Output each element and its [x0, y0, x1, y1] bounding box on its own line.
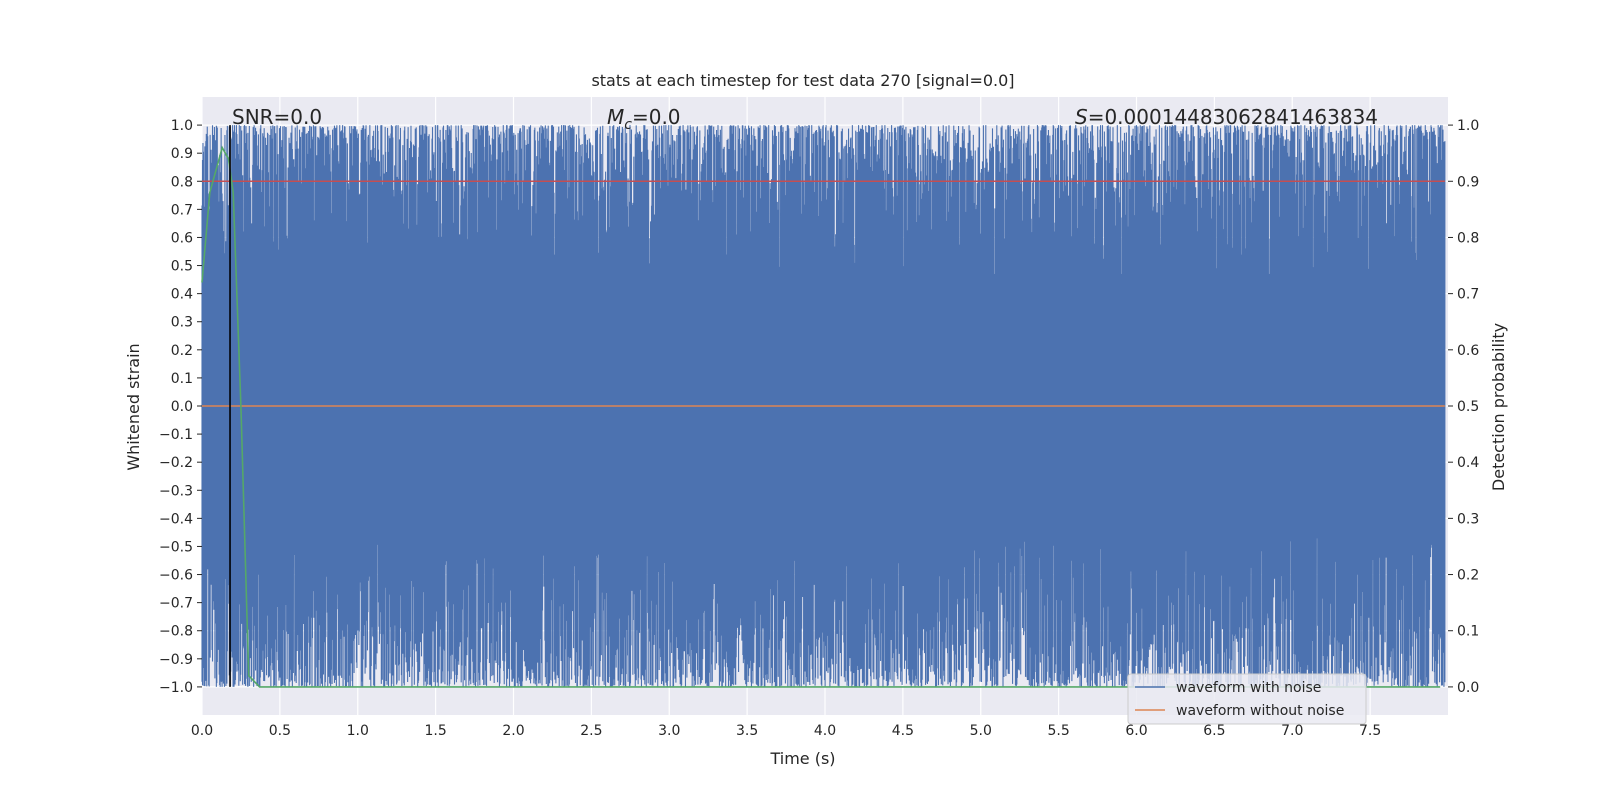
y-left-tick-label: 0.9: [171, 146, 193, 162]
y-left-tick-label: −0.8: [159, 624, 193, 640]
series-waveform-with-noise: [201, 125, 1446, 687]
x-tick-label: 1.0: [347, 723, 369, 739]
y-left-tick-label: −0.6: [159, 568, 193, 584]
x-tick-label: 4.5: [892, 723, 914, 739]
chirp-mass-annotation: Mc=0.0: [607, 105, 681, 133]
y-right-tick-label: 0.5: [1457, 399, 1479, 415]
y-right-tick-label: 0.1: [1457, 624, 1479, 640]
y-left-tick-label: −0.9: [159, 652, 193, 668]
x-tick-label: 3.5: [736, 723, 758, 739]
y-right-axis-ticks: 1.0 0.9 0.8 0.7 0.6 0.5 0.4 0.3 0.2 0.1 0.0: [1448, 118, 1479, 696]
x-tick-label: 4.0: [814, 723, 836, 739]
legend-label-without-noise: waveform without noise: [1176, 703, 1344, 719]
y-left-axis-label: Whitened strain: [124, 343, 143, 470]
legend: waveform with noise waveform without noi…: [1127, 673, 1367, 725]
legend-box: [1127, 673, 1367, 725]
s-annotation: S=0.00014483062841463834: [1075, 105, 1378, 129]
mc-subscript: c: [624, 117, 632, 133]
x-tick-label: 2.5: [580, 723, 602, 739]
x-tick-label: 0.0: [191, 723, 213, 739]
y-left-tick-label: 0.8: [171, 174, 193, 190]
x-tick-label: 5.0: [970, 723, 992, 739]
x-axis-ticks: 0.0 0.5 1.0 1.5 2.0 2.5 3.0 3.5 4.0 4.5 5.0 5.5 6.0 6…: [191, 723, 1381, 739]
chart-title: stats at each timestep for test data 270…: [591, 71, 1014, 90]
y-right-tick-label: 0.3: [1457, 511, 1479, 527]
y-left-tick-label: 0.0: [171, 399, 193, 415]
x-tick-label: 0.5: [269, 723, 291, 739]
x-tick-label: 5.5: [1047, 723, 1069, 739]
y-left-tick-label: −0.2: [159, 455, 193, 471]
y-right-tick-label: 0.0: [1457, 680, 1479, 696]
y-left-tick-label: 0.7: [171, 202, 193, 218]
x-tick-label: 2.0: [502, 723, 524, 739]
y-right-axis-label: Detection probability: [1489, 323, 1508, 491]
legend-label-with-noise: waveform with noise: [1176, 680, 1321, 696]
y-right-tick-label: 0.6: [1457, 343, 1479, 359]
x-tick-label: 6.0: [1125, 723, 1147, 739]
y-left-tick-label: −0.7: [159, 596, 193, 612]
y-right-tick-label: 0.4: [1457, 455, 1479, 471]
s-symbol: S: [1075, 105, 1088, 129]
x-tick-label: 3.0: [658, 723, 680, 739]
y-right-tick-label: 0.7: [1457, 287, 1479, 303]
snr-annotation: SNR=0.0: [232, 105, 322, 129]
y-left-tick-label: 0.3: [171, 315, 193, 331]
s-value: =0.00014483062841463834: [1088, 105, 1378, 129]
y-left-tick-label: −0.5: [159, 539, 193, 555]
y-left-tick-label: −0.4: [159, 511, 193, 527]
y-right-tick-label: 0.8: [1457, 230, 1479, 246]
y-right-tick-label: 1.0: [1457, 118, 1479, 134]
y-left-tick-label: 0.5: [171, 259, 193, 275]
x-tick-label: 7.0: [1281, 723, 1303, 739]
y-right-tick-label: 0.9: [1457, 174, 1479, 190]
x-tick-label: 1.5: [424, 723, 446, 739]
x-tick-label: 7.5: [1359, 723, 1381, 739]
y-left-tick-label: 0.1: [171, 371, 193, 387]
y-left-tick-label: 1.0: [171, 118, 193, 134]
y-left-axis-ticks: 1.0 0.9 0.8 0.7 0.6 0.5 0.4 0.3 0.2 0.1 0.0 −0.1 −0.…: [159, 118, 202, 696]
y-right-tick-label: 0.2: [1457, 568, 1479, 584]
y-left-tick-label: 0.6: [171, 230, 193, 246]
mc-symbol: M: [607, 105, 624, 129]
y-left-tick-label: −0.3: [159, 483, 193, 499]
y-left-tick-label: −1.0: [159, 680, 193, 696]
y-left-tick-label: −0.1: [159, 427, 193, 443]
series-detection-probability: [201, 145, 1441, 688]
noise-waveform-body: [202, 273, 1445, 524]
x-tick-label: 6.5: [1203, 723, 1225, 739]
y-left-tick-label: 0.4: [171, 287, 193, 303]
x-axis-label: Time (s): [769, 749, 835, 768]
y-left-tick-label: 0.2: [171, 343, 193, 359]
mc-value: =0.0: [632, 105, 681, 129]
